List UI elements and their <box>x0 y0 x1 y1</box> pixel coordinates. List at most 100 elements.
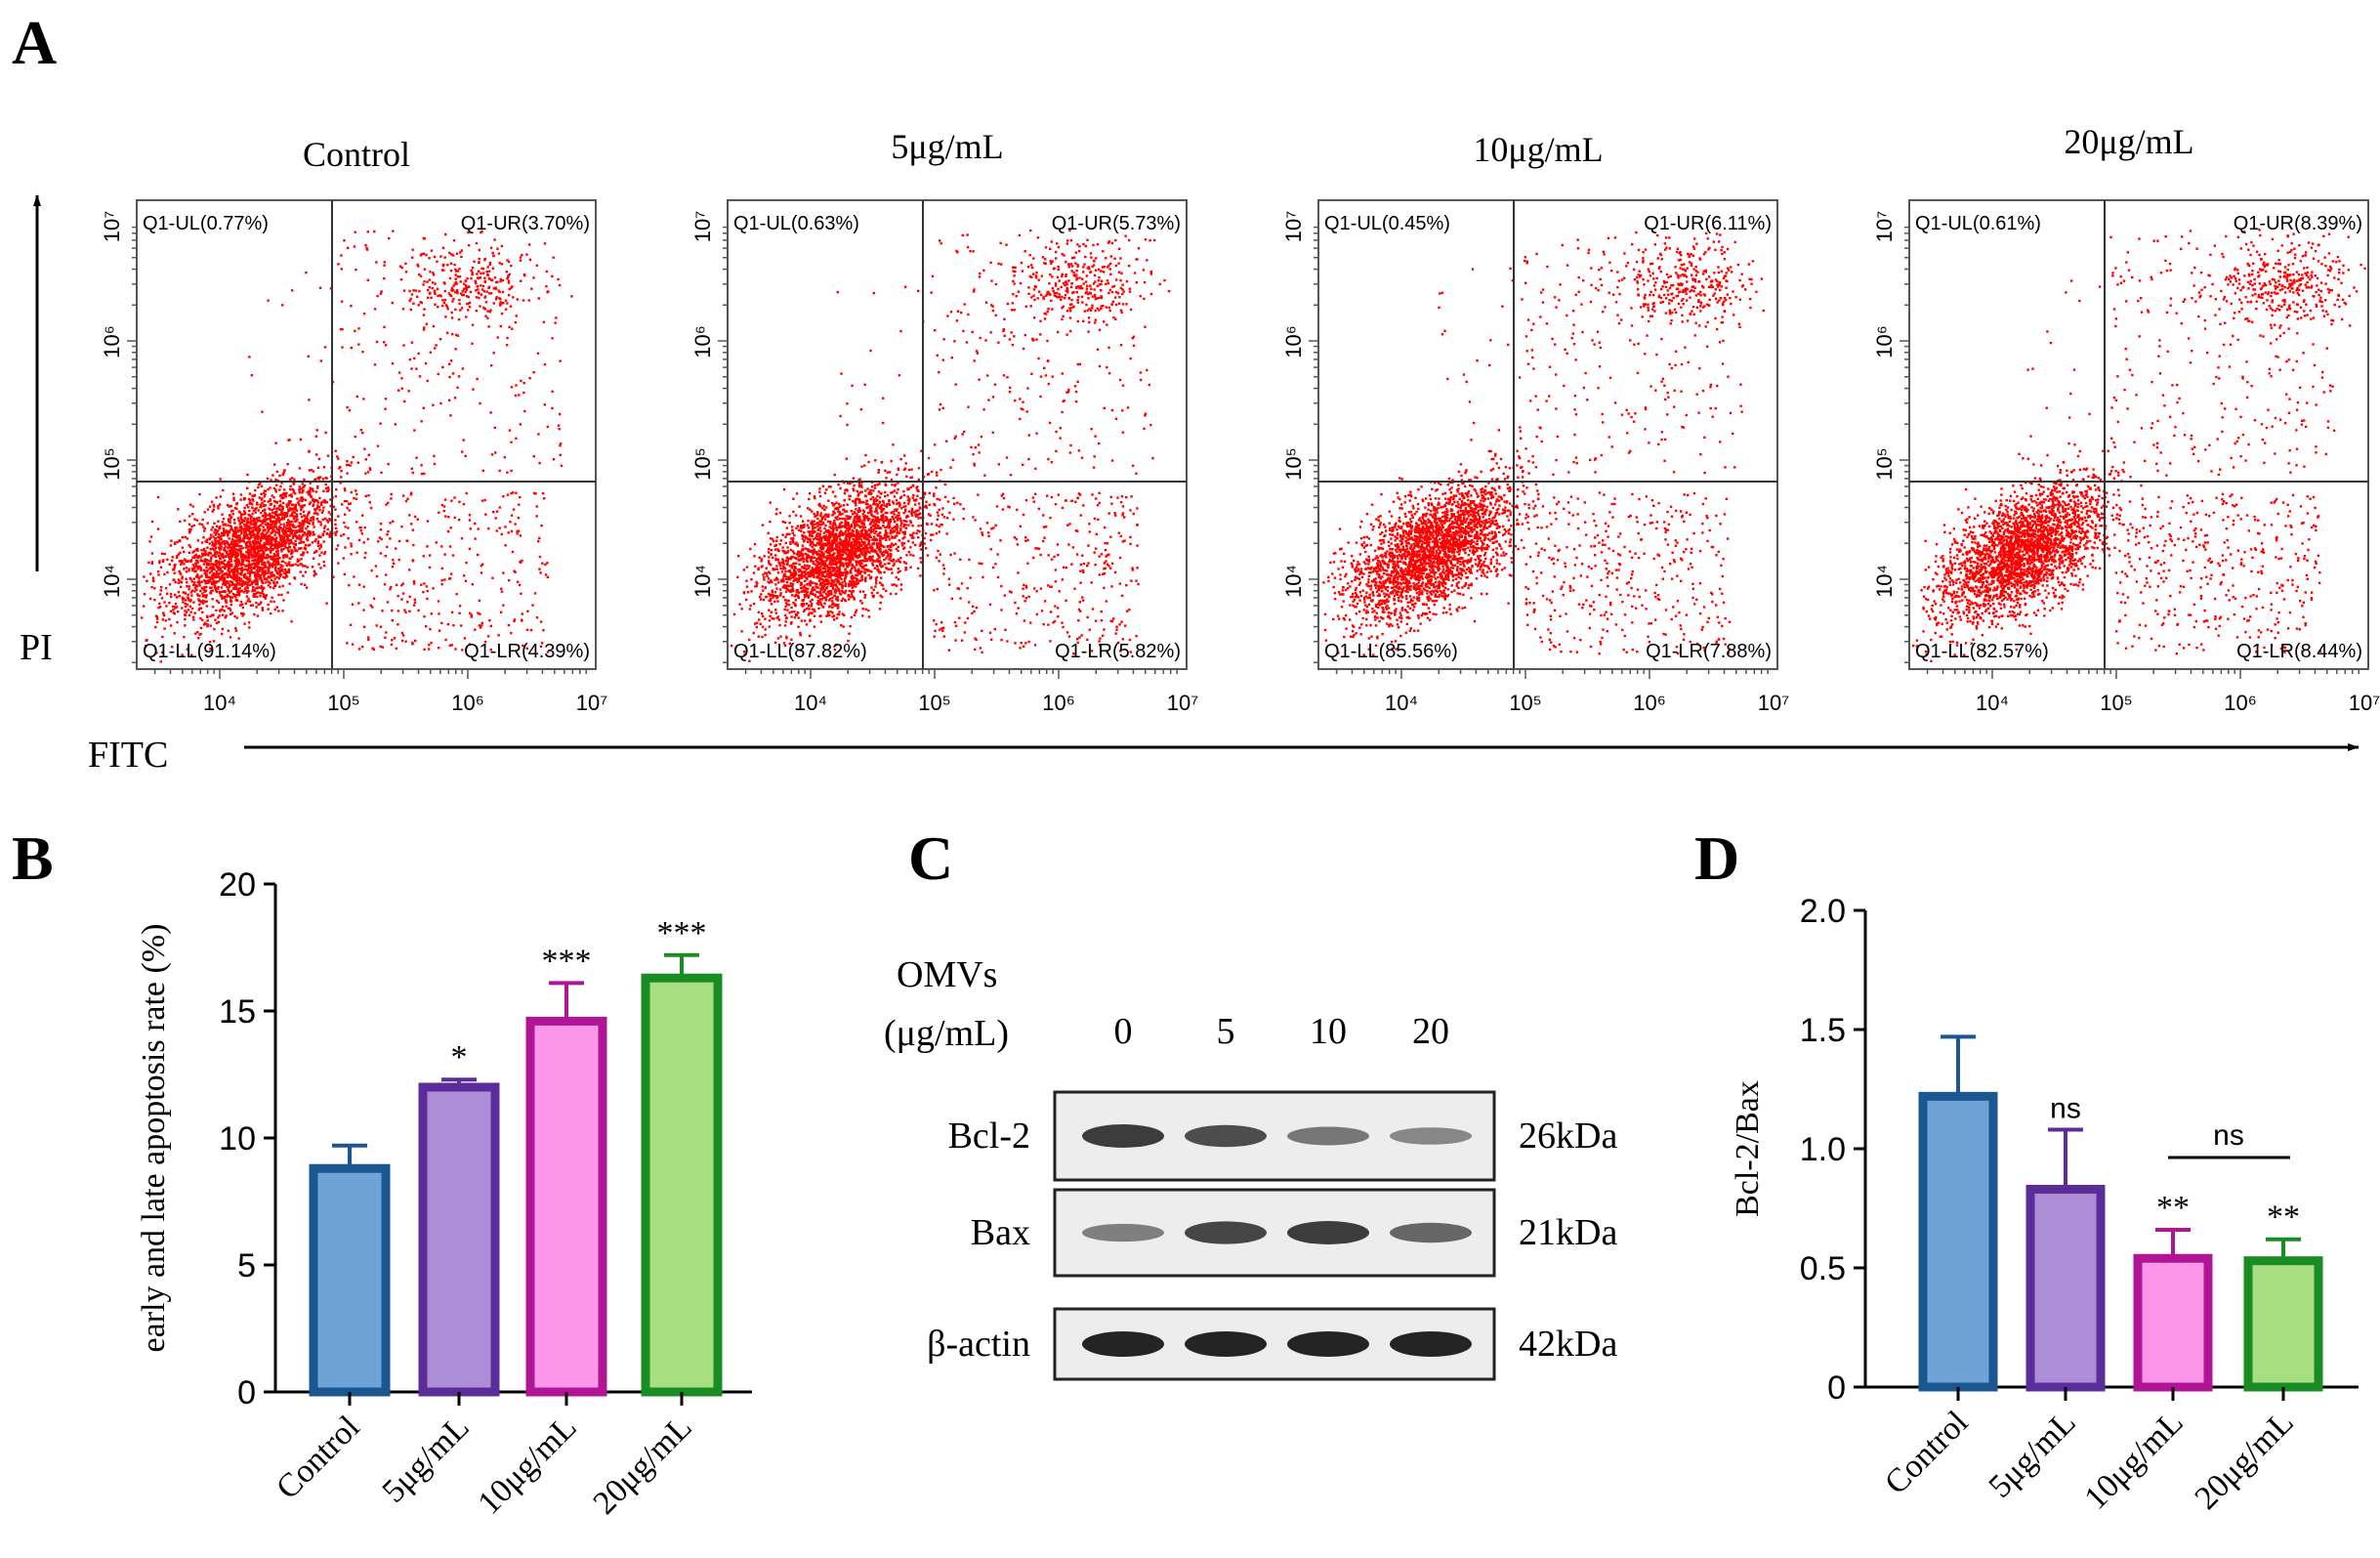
x-tick-label: 10⁶ <box>2224 691 2257 715</box>
x-tick-label: 10⁵ <box>327 691 360 715</box>
x-tick-label: Control <box>1878 1404 1976 1501</box>
band <box>1185 1331 1267 1357</box>
bar-1 <box>1918 1091 1998 1392</box>
size-label: 26kDa <box>1519 1116 1617 1157</box>
x-tick-label: 10⁷ <box>1758 691 1789 715</box>
x-tick-label: 10⁴ <box>1385 691 1418 715</box>
panel-b-label: B <box>12 823 54 893</box>
plot-frame <box>136 199 597 670</box>
y-tick-label: 0 <box>237 1374 256 1411</box>
flow-plots: Control Q1-UL(0.77%) Q1-UR(3.70%) Q1-LL(91.… <box>100 122 2380 715</box>
x-tick-label: 10μg/mL <box>471 1409 583 1521</box>
lane-label: 20 <box>1412 1011 1449 1052</box>
blot-header-line1: OMVs <box>897 954 997 995</box>
quadrant-ll-label: Q1-LL(91.14%) <box>143 641 276 662</box>
significance-label: ** <box>2267 1200 2300 1236</box>
flow-plot-1: Control Q1-UL(0.77%) Q1-UR(3.70%) Q1-LL(91.… <box>100 135 607 715</box>
quadrant-ul-label: Q1-UL(0.63%) <box>733 213 859 234</box>
y-tick-label: 10⁵ <box>1872 447 1897 481</box>
flow-plot-title: 20μg/mL <box>2064 122 2193 161</box>
band <box>1082 1331 1164 1357</box>
panel-b: B 0 5 10 15 20 early and late apoptosis rate … <box>12 823 752 1522</box>
y-tick-label: 10⁷ <box>100 211 124 242</box>
y-tick-label: 10 <box>219 1120 256 1158</box>
bar-1 <box>309 1163 391 1397</box>
blot-row-2: Bax 21kDa <box>971 1188 1617 1278</box>
protein-label: β-actin <box>927 1324 1030 1365</box>
y-tick-label: 1.5 <box>1800 1012 1846 1049</box>
pi-axis-label: PI <box>20 627 53 668</box>
x-tick-label: 10⁵ <box>2100 691 2133 715</box>
x-tick-label: 10⁴ <box>203 691 236 715</box>
y-tick-label: 10⁷ <box>1281 211 1306 242</box>
panel-c: C OMVs (μg/mL) 0 5 10 20 Bcl-2 26kDa Bax 21kDa β… <box>884 823 1617 1381</box>
protein-label: Bcl-2 <box>948 1116 1030 1157</box>
y-tick-label: 20 <box>219 866 256 904</box>
band <box>1390 1331 1472 1357</box>
x-tick-label: 10⁶ <box>451 691 484 715</box>
band <box>1287 1221 1369 1244</box>
bar-2 <box>2025 1184 2106 1392</box>
bar-4 <box>2243 1256 2323 1392</box>
panel-d-label: D <box>1694 823 1739 893</box>
y-axis-label: early and late apoptosis rate (%) <box>136 924 172 1353</box>
significance-label: ** <box>2156 1190 2190 1226</box>
panel-a-label: A <box>12 8 57 77</box>
size-label: 21kDa <box>1519 1212 1617 1253</box>
significance-label: * <box>451 1039 468 1075</box>
blot-row-1: Bcl-2 26kDa <box>948 1090 1617 1182</box>
x-tick-label: 10⁶ <box>1042 691 1075 715</box>
y-tick-label: 0 <box>1827 1369 1846 1407</box>
x-tick-label: 5μg/mL <box>375 1409 476 1509</box>
x-tick-label: 5μg/mL <box>1982 1404 2082 1504</box>
plot-frame <box>1317 199 1778 670</box>
bar-4 <box>641 973 723 1397</box>
y-tick-label: 10⁷ <box>1872 211 1897 242</box>
x-tick-label: 10⁴ <box>1976 691 2009 715</box>
significance-label: *** <box>542 943 592 979</box>
quadrant-lr-label: Q1-LR(8.44%) <box>2236 641 2362 662</box>
panel-c-label: C <box>908 823 953 893</box>
y-tick-label: 1.0 <box>1800 1131 1846 1168</box>
quadrant-lr-label: Q1-LR(7.88%) <box>1646 641 1772 662</box>
panel-a: A PI FITC Control Q1-UL(0.77%) Q1-UR(3.70%… <box>12 8 2380 776</box>
band <box>1082 1124 1164 1148</box>
y-tick-label: 10⁶ <box>690 325 715 358</box>
quadrant-ll-label: Q1-LL(87.82%) <box>733 641 867 662</box>
y-tick-label: 10⁴ <box>1281 565 1306 598</box>
y-tick-label: 10⁵ <box>690 447 715 481</box>
band <box>1390 1127 1472 1145</box>
x-tick-label: 20μg/mL <box>586 1409 698 1521</box>
flow-plot-title: 10μg/mL <box>1473 130 1603 169</box>
quadrant-ur-label: Q1-UR(6.11%) <box>1644 213 1772 234</box>
y-tick-label: 10⁴ <box>1872 565 1897 598</box>
quadrant-ur-label: Q1-UR(8.39%) <box>2234 213 2362 234</box>
y-tick-label: 0.5 <box>1800 1250 1846 1287</box>
y-tick-label: 10⁶ <box>100 325 124 358</box>
y-tick-label: 10⁴ <box>690 565 715 598</box>
quadrant-ur-label: Q1-UR(5.73%) <box>1052 213 1181 234</box>
quadrant-ur-label: Q1-UR(3.70%) <box>461 213 590 234</box>
blot-row-3: β-actin 42kDa <box>927 1307 1617 1381</box>
plot-frame <box>727 199 1188 670</box>
x-tick-label: 10μg/mL <box>2077 1404 2190 1516</box>
size-label: 42kDa <box>1519 1324 1617 1365</box>
x-tick-label: 10⁵ <box>1509 691 1542 715</box>
blot-header-line2: (μg/mL) <box>884 1013 1009 1054</box>
y-tick-label: 10⁷ <box>690 211 715 242</box>
quadrant-lr-label: Q1-LR(5.82%) <box>1055 641 1181 662</box>
quadrant-ul-label: Q1-UL(0.77%) <box>143 213 269 234</box>
y-axis-label: Bcl-2/Bax <box>1730 1080 1766 1217</box>
fitc-axis-label: FITC <box>88 735 168 776</box>
x-tick-label: 10⁶ <box>1633 691 1666 715</box>
bar-3 <box>525 1016 607 1397</box>
bar-2 <box>418 1082 500 1397</box>
scatter-dots <box>140 230 573 663</box>
protein-label: Bax <box>971 1212 1030 1253</box>
y-tick-label: 5 <box>237 1247 256 1284</box>
chart-d: 0 0.5 1.0 1.5 2.0 Bcl-2/Bax Control ns 5μg/mL ** 1… <box>1730 893 2359 1517</box>
flow-plot-3: 10μg/mL Q1-UL(0.45%) Q1-UR(6.11%) Q1-LL(85.… <box>1281 130 1789 715</box>
quadrant-ll-label: Q1-LL(82.57%) <box>1915 641 2049 662</box>
band <box>1390 1222 1472 1243</box>
